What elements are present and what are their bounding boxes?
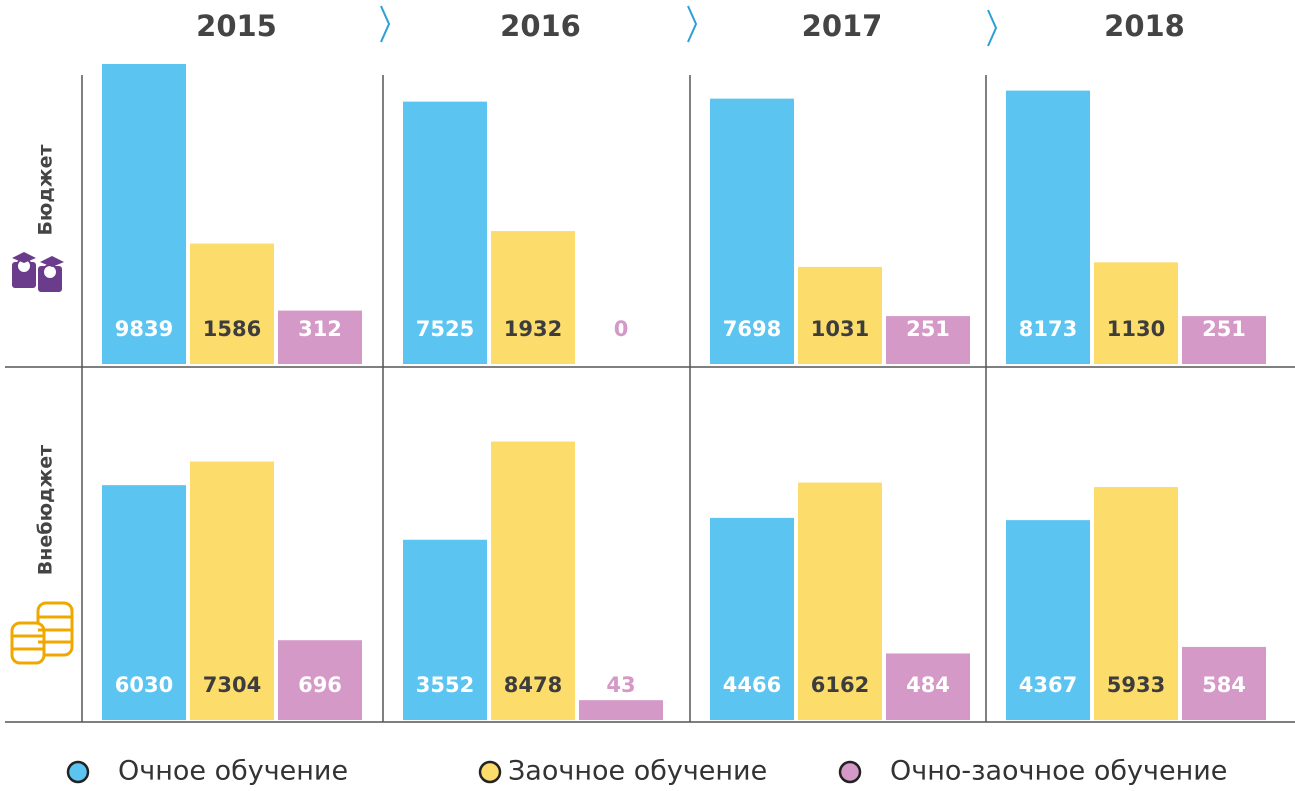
bar [278, 640, 362, 720]
value-label: 6030 [115, 673, 173, 697]
legend-label: Очное обучение [118, 756, 348, 787]
chevrons [380, 5, 998, 47]
bar [1094, 262, 1178, 364]
value-label: 1586 [203, 317, 261, 341]
bar [403, 539, 487, 720]
legend-swatch [478, 760, 502, 784]
year-label: 2016 [500, 9, 581, 43]
bar [190, 243, 274, 364]
bar [491, 441, 575, 720]
bar [278, 310, 362, 364]
bar [579, 700, 663, 720]
legend-label: Заочное обучение [508, 756, 767, 787]
bar [190, 461, 274, 720]
value-label: 4466 [723, 673, 781, 697]
value-label: 43 [606, 673, 635, 697]
row-label: Внебюджет [35, 445, 57, 575]
value-label: 9839 [115, 317, 173, 341]
legend-label: Очно-заочное обучение [890, 756, 1227, 787]
value-label: 312 [298, 317, 342, 341]
bar [710, 98, 794, 365]
value-label: 7698 [723, 317, 781, 341]
value-label: 1932 [504, 317, 562, 341]
bar [710, 517, 794, 720]
legend-swatch [66, 760, 90, 784]
bar [1094, 487, 1178, 720]
value-label: 7304 [203, 673, 261, 697]
bar [102, 485, 186, 720]
value-label: 1031 [811, 317, 869, 341]
value-label: 3552 [416, 673, 474, 697]
bar [798, 266, 882, 364]
bar [102, 64, 186, 364]
bar [491, 231, 575, 364]
value-label: 8173 [1019, 317, 1077, 341]
row-label: Бюджет [35, 144, 57, 235]
value-label: 584 [1202, 673, 1246, 697]
value-label: 251 [906, 317, 950, 341]
bar [798, 482, 882, 720]
legend-swatch [838, 760, 862, 784]
coins-icon [10, 601, 74, 665]
year-label: 2015 [196, 9, 277, 43]
value-label: 7525 [416, 317, 474, 341]
value-label: 8478 [504, 673, 562, 697]
year-label: 2017 [802, 9, 883, 43]
bar [1006, 90, 1090, 365]
bar [886, 653, 970, 720]
value-label: 6162 [811, 673, 869, 697]
grid-frame [5, 75, 1295, 723]
value-label: 251 [1202, 317, 1246, 341]
graduates-icon [12, 252, 64, 292]
value-label: 484 [906, 673, 950, 697]
value-label: 696 [298, 673, 342, 697]
value-label: 1130 [1107, 317, 1165, 341]
bar [1182, 646, 1266, 720]
bar [1182, 316, 1266, 364]
year-label: 2018 [1104, 9, 1185, 43]
value-label: 5933 [1107, 673, 1165, 697]
value-label: 0 [614, 317, 629, 341]
bar [403, 101, 487, 364]
value-label: 4367 [1019, 673, 1077, 697]
bar [1006, 520, 1090, 720]
bar [886, 316, 970, 364]
